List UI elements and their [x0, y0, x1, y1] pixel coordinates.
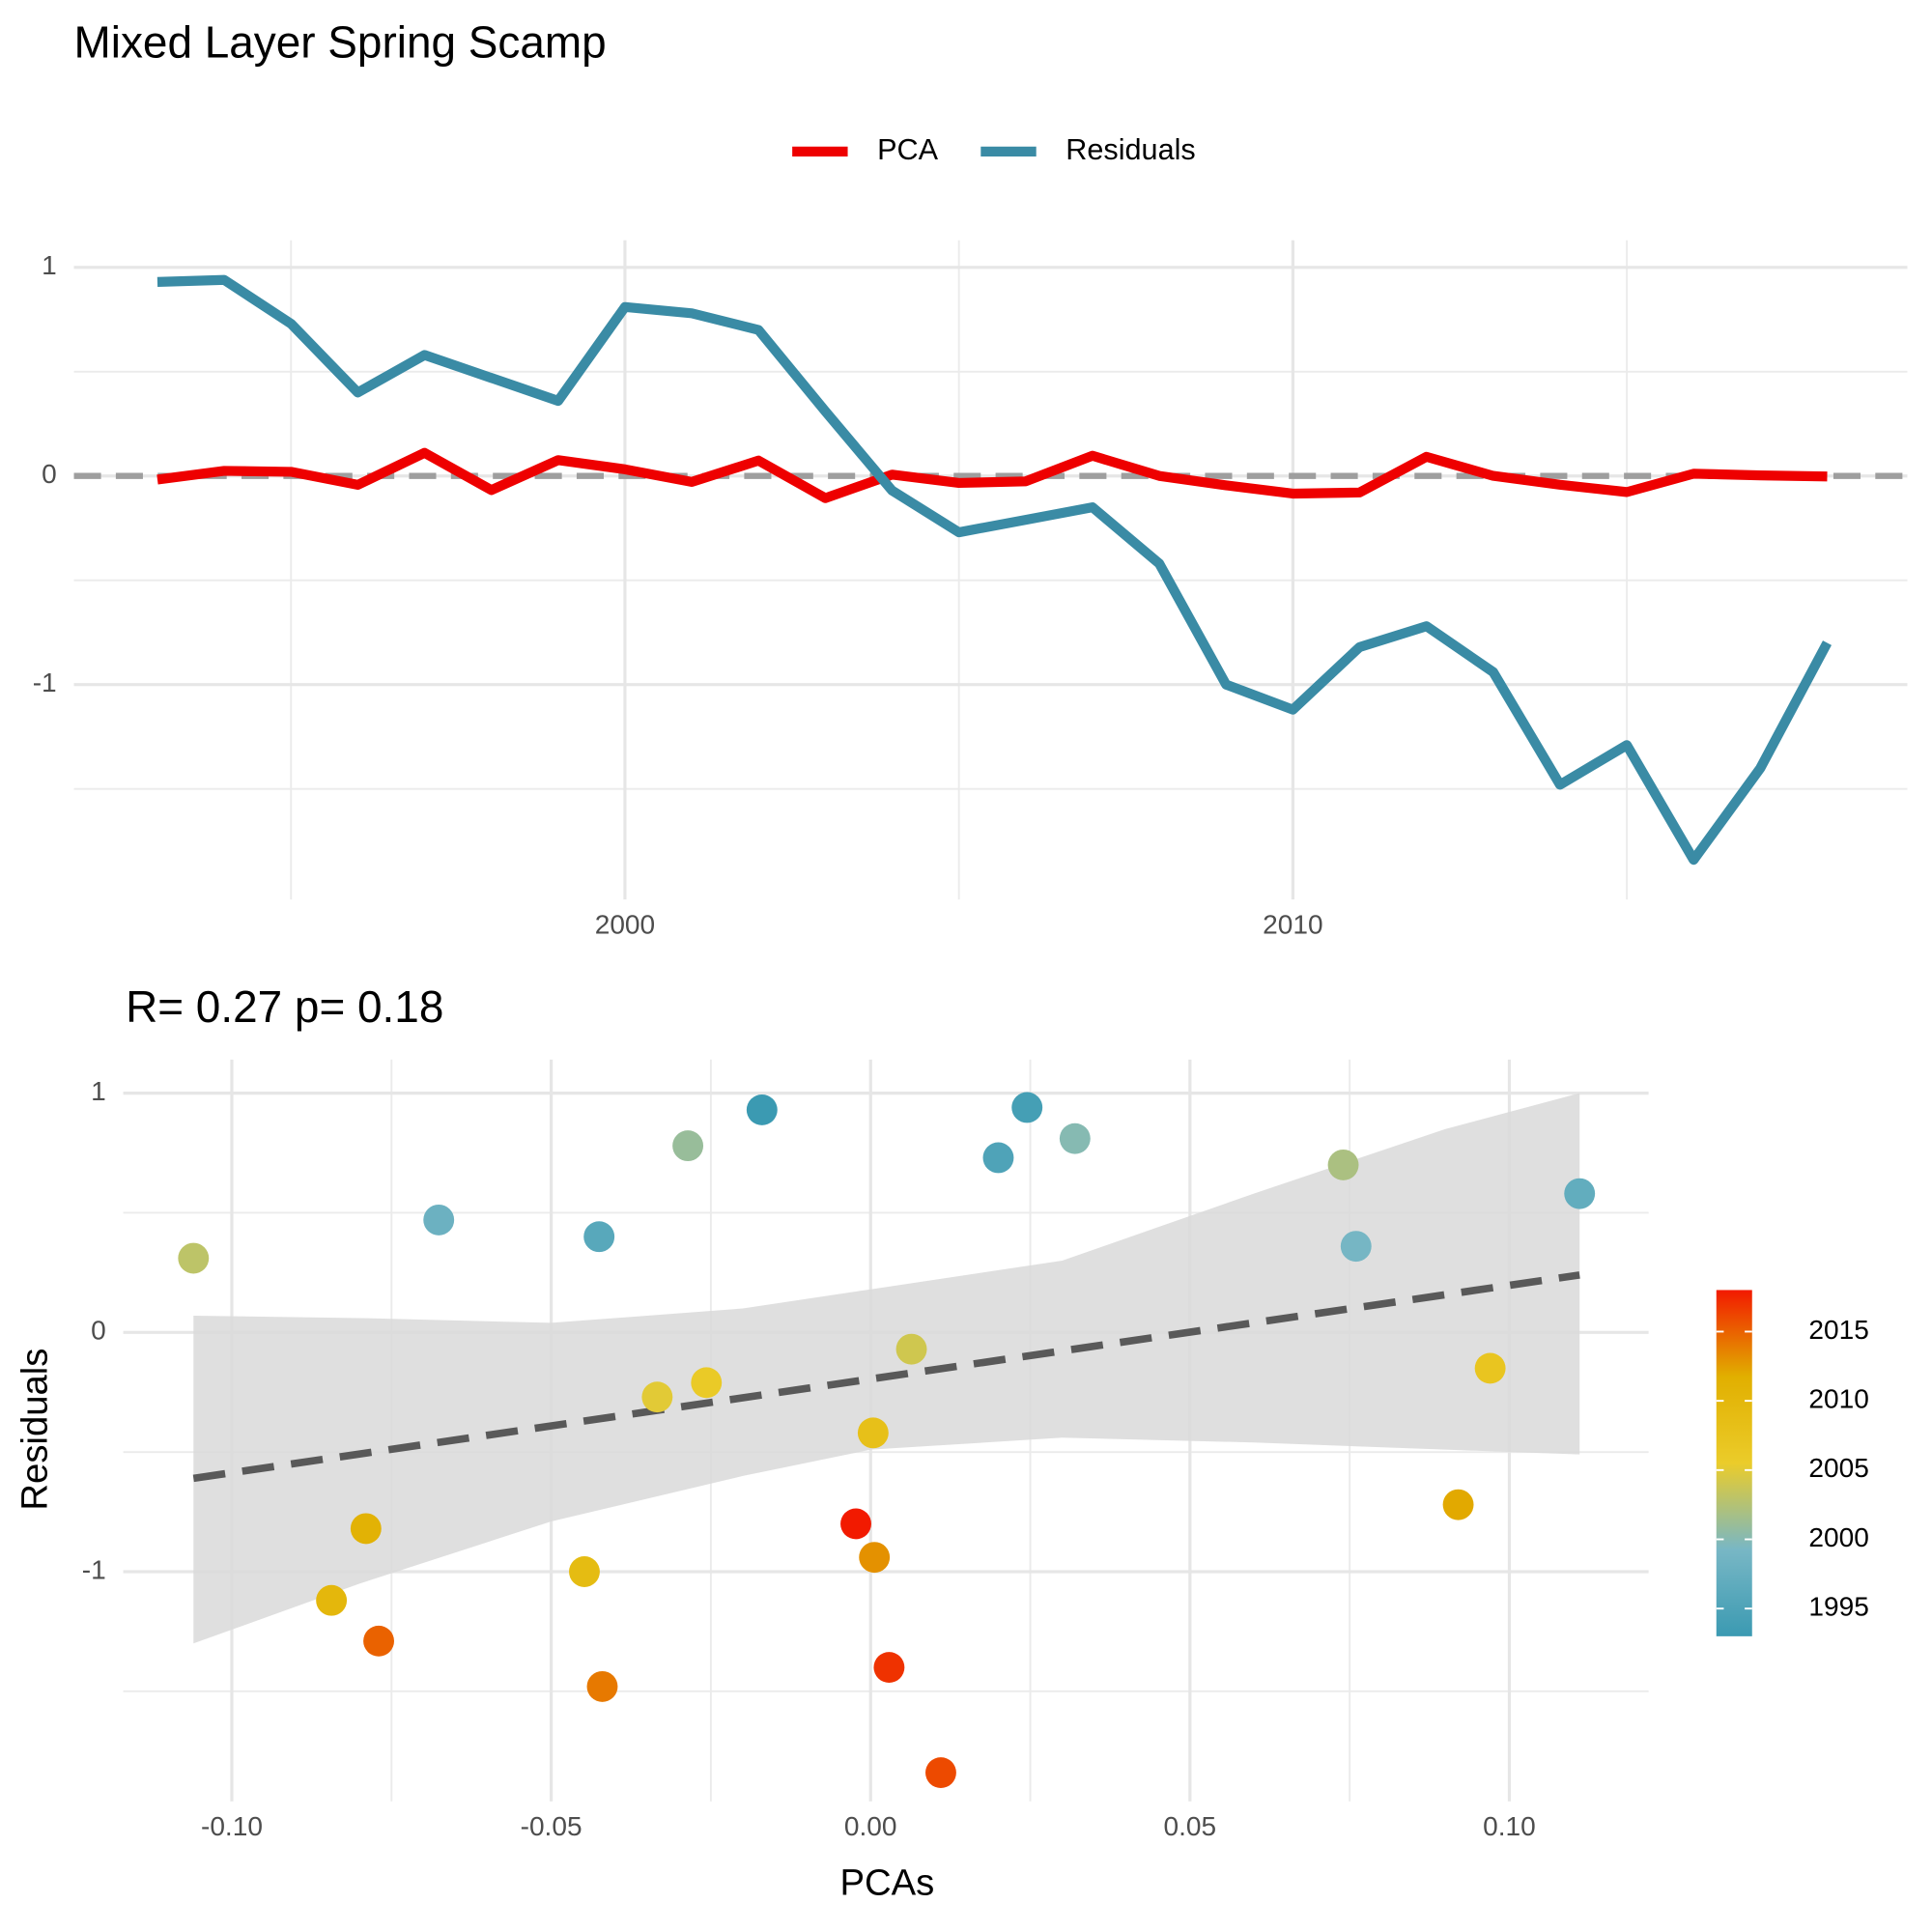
point: [1442, 1489, 1474, 1520]
point: [641, 1381, 673, 1413]
canvas: Mixed Layer Spring Scamp R= 0.27 p= 0.18…: [14, 16, 1908, 1904]
x-tick-label: 2010: [1263, 910, 1322, 940]
y-tick-label: -1: [33, 668, 57, 697]
colorbar-label: 2015: [1808, 1315, 1868, 1345]
x-axis-label: PCAs: [839, 1862, 934, 1904]
point: [925, 1757, 956, 1789]
y-axis-label: Residuals: [14, 1349, 55, 1511]
point: [423, 1204, 455, 1236]
x-tick-label: 0.00: [844, 1811, 897, 1841]
point: [1327, 1149, 1359, 1180]
point: [859, 1542, 891, 1574]
point: [857, 1417, 889, 1449]
point: [586, 1670, 618, 1702]
series-line: [156, 447, 1828, 503]
x-tick-label: 2000: [595, 910, 655, 940]
colorbar-label: 1995: [1808, 1592, 1868, 1622]
point: [1564, 1178, 1596, 1209]
point: [363, 1625, 394, 1657]
x-tick-label: 0.10: [1483, 1811, 1536, 1841]
colorbar-label: 2000: [1808, 1522, 1868, 1552]
point: [746, 1094, 778, 1125]
colorbar-label: 2010: [1808, 1384, 1868, 1414]
point: [1059, 1122, 1091, 1154]
chart-title: Mixed Layer Spring Scamp: [74, 16, 607, 67]
confidence-band: [193, 1093, 1580, 1644]
legend-label: PCA: [877, 133, 939, 166]
y-tick-label: 0: [91, 1316, 106, 1346]
point: [1011, 1092, 1043, 1123]
colorbar: [1716, 1290, 1752, 1636]
point: [895, 1333, 927, 1365]
colorbar-label: 2005: [1808, 1453, 1868, 1483]
point: [350, 1513, 382, 1545]
point: [840, 1508, 871, 1540]
y-tick-label: 1: [91, 1076, 106, 1106]
point: [569, 1556, 600, 1587]
y-tick-label: 1: [42, 250, 57, 280]
point: [672, 1130, 704, 1162]
y-tick-label: 0: [42, 459, 57, 489]
x-tick-label: -0.05: [521, 1811, 582, 1841]
point: [873, 1652, 905, 1684]
subtitle: R= 0.27 p= 0.18: [126, 981, 443, 1032]
x-tick-label: -0.10: [201, 1811, 263, 1841]
fit-line: [192, 1271, 1580, 1483]
point: [1340, 1231, 1372, 1263]
series-line: [156, 274, 1833, 866]
point: [583, 1221, 615, 1253]
legend-label: Residuals: [1065, 133, 1195, 166]
point: [178, 1242, 210, 1274]
point: [691, 1367, 723, 1399]
point: [982, 1142, 1014, 1174]
point: [1474, 1352, 1506, 1384]
y-tick-label: -1: [82, 1554, 106, 1584]
x-tick-label: 0.05: [1164, 1811, 1217, 1841]
point: [316, 1584, 348, 1616]
